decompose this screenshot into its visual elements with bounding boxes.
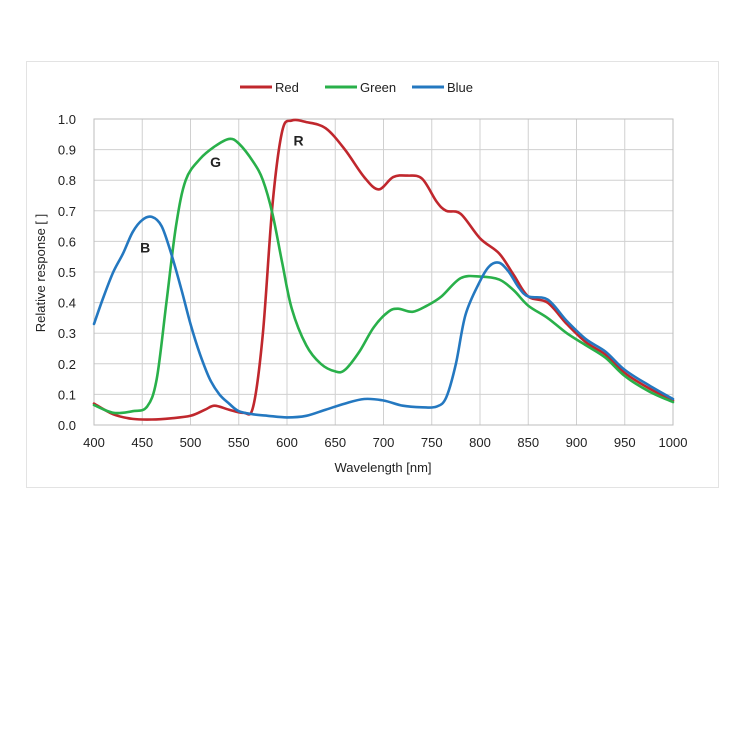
- x-tick-label: 450: [131, 435, 153, 450]
- x-axis-title: Wavelength [nm]: [334, 460, 431, 475]
- x-tick-label: 950: [614, 435, 636, 450]
- chart-frame: [26, 61, 719, 488]
- y-tick-label: 0.0: [58, 418, 76, 433]
- series-line-green: [92, 137, 675, 415]
- y-tick-label: 0.3: [58, 326, 76, 341]
- curve-label-red: R: [294, 132, 304, 148]
- x-tick-label: 550: [228, 435, 250, 450]
- x-tick-label: 650: [324, 435, 346, 450]
- y-tick-label: 0.4: [58, 296, 76, 311]
- curve-label-blue: B: [140, 240, 150, 256]
- x-tick-label: 700: [373, 435, 395, 450]
- y-tick-label: 0.2: [58, 357, 76, 372]
- series-lines: [92, 118, 675, 421]
- y-tick-label: 1.0: [58, 112, 76, 127]
- x-tick-label: 850: [517, 435, 539, 450]
- curve-label-green: G: [210, 154, 221, 170]
- series-line-blue: [92, 215, 675, 419]
- x-tick-label: 500: [180, 435, 202, 450]
- plot-border: [93, 118, 674, 426]
- x-tick-label: 400: [83, 435, 105, 450]
- grid: [93, 118, 674, 426]
- x-tick-label: 900: [566, 435, 588, 450]
- y-tick-label: 0.8: [58, 173, 76, 188]
- x-tick-label: 1000: [659, 435, 688, 450]
- legend-label-blue: Blue: [447, 80, 473, 95]
- y-tick-label: 0.6: [58, 234, 76, 249]
- series-line-red: [92, 118, 675, 421]
- x-tick-label: 750: [421, 435, 443, 450]
- x-tick-label: 800: [469, 435, 491, 450]
- legend-label-red: Red: [275, 80, 299, 95]
- y-tick-label: 0.7: [58, 204, 76, 219]
- axes: 400 450 500 550 600 650 700 750 800 850 900 950 1000…: [58, 112, 688, 450]
- legend-label-green: Green: [360, 80, 396, 95]
- y-tick-label: 0.9: [58, 143, 76, 158]
- legend: Red Green Blue: [240, 80, 473, 95]
- y-tick-label: 0.1: [58, 387, 76, 402]
- y-tick-label: 0.5: [58, 265, 76, 280]
- y-axis-title: Relative response [ ]: [33, 214, 48, 333]
- curve-labels: R G B: [140, 132, 304, 255]
- x-tick-label: 600: [276, 435, 298, 450]
